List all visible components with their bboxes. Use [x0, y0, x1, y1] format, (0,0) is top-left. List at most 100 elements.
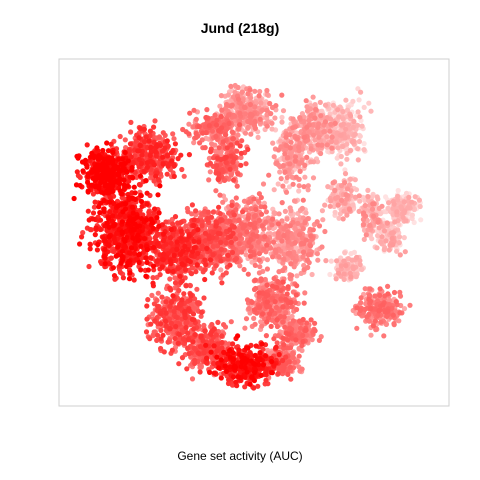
scatter-point — [243, 161, 249, 167]
scatter-point — [286, 331, 292, 337]
scatter-point — [259, 211, 265, 217]
scatter-point — [338, 153, 344, 160]
scatter-point — [336, 270, 342, 276]
scatter-point — [319, 244, 325, 250]
scatter-point — [239, 138, 245, 144]
scatter-point — [281, 232, 287, 239]
scatter-point — [300, 249, 306, 255]
scatter-point — [252, 277, 258, 283]
scatter-point — [350, 98, 356, 104]
scatter-point — [251, 196, 257, 202]
scatter-point — [279, 114, 285, 120]
scatter-point — [296, 144, 302, 150]
scatter-point — [402, 249, 408, 255]
scatter-point — [346, 182, 353, 188]
scatter-point — [329, 145, 335, 151]
scatter-point — [396, 240, 402, 246]
scatter-point — [376, 225, 382, 231]
scatter-point — [370, 201, 376, 207]
scatter-point — [272, 247, 278, 253]
scatter-point — [288, 376, 294, 382]
scatter-point — [173, 314, 179, 320]
scatter-point — [303, 327, 309, 333]
scatter-point — [296, 183, 302, 189]
scatter-point — [384, 220, 390, 226]
scatter-point — [375, 219, 381, 225]
scatter-point — [292, 158, 298, 164]
scatter-point — [276, 211, 282, 217]
scatter-point — [235, 84, 241, 91]
scatter-point — [208, 214, 215, 220]
scatter-point — [237, 232, 243, 238]
scatter-point — [352, 131, 358, 137]
scatter-point — [237, 143, 243, 149]
scatter-point — [394, 248, 400, 254]
scatter-point — [302, 290, 308, 296]
scatter-point — [255, 134, 261, 140]
scatter-point — [264, 123, 270, 129]
scatter-point — [209, 270, 215, 276]
scatter-point — [338, 122, 344, 128]
scatter-point — [401, 306, 408, 312]
scatter-point — [354, 325, 360, 331]
scatter-point — [183, 223, 189, 229]
scatter-point — [191, 345, 197, 351]
scatter-point — [392, 219, 398, 225]
scatter-point — [193, 130, 199, 136]
scatter-point — [300, 339, 306, 345]
scatter-point — [143, 329, 150, 335]
scatter-point — [356, 208, 362, 214]
scatter-point — [361, 236, 367, 242]
scatter-point — [249, 299, 255, 305]
scatter-point — [281, 256, 287, 262]
scatter-point — [362, 286, 368, 292]
scatter-point — [363, 232, 369, 238]
scatter-point — [301, 184, 307, 190]
scatter-point — [292, 240, 298, 246]
scatter-point — [355, 157, 361, 163]
scatter-point — [366, 100, 372, 106]
scatter-point — [383, 194, 389, 200]
scatter-point — [228, 172, 234, 178]
scatter-point — [270, 239, 277, 245]
scatter-point — [359, 123, 365, 129]
scatter-point — [267, 100, 273, 107]
scatter-point — [309, 271, 315, 278]
scatter-point — [280, 267, 286, 274]
scatter-point — [236, 241, 242, 247]
scatter-point — [379, 203, 385, 209]
scatter-point — [358, 89, 364, 95]
scatter-point — [372, 293, 378, 299]
scatter-point — [344, 156, 350, 162]
scatter-point — [199, 223, 205, 229]
scatter-point — [376, 308, 382, 314]
scatter-point — [148, 321, 154, 327]
scatter-point — [365, 194, 371, 200]
scatter-point — [215, 319, 221, 325]
scatter-point — [338, 161, 344, 167]
scatter-point — [239, 249, 245, 255]
scatter-point — [292, 258, 298, 264]
scatter-point — [273, 304, 279, 310]
scatter-point — [239, 89, 245, 95]
scatter-point — [303, 237, 309, 243]
scatter-point — [284, 216, 290, 222]
scatter-point — [264, 87, 270, 94]
scatter-point — [225, 92, 231, 98]
scatter-point — [281, 314, 287, 320]
scatter-point — [290, 181, 296, 187]
scatter-point — [327, 271, 333, 278]
scatter-point — [328, 258, 334, 264]
scatter-point — [192, 357, 198, 363]
scatter-point — [202, 267, 208, 273]
scatter-point — [245, 215, 251, 221]
scatter-point — [242, 130, 249, 136]
scatter-point — [258, 276, 264, 282]
scatter-point — [257, 264, 263, 270]
scatter-point — [343, 192, 349, 198]
scatter-point — [219, 107, 225, 113]
scatter-point — [117, 133, 123, 140]
scatter-point — [342, 180, 348, 186]
scatter-point — [324, 142, 330, 148]
